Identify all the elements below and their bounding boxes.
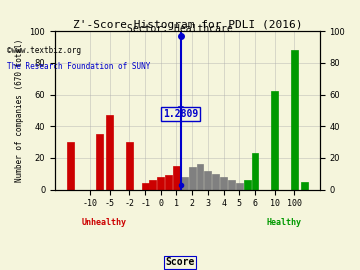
Y-axis label: Number of companies (670 total): Number of companies (670 total): [15, 39, 24, 182]
Text: ©www.textbiz.org: ©www.textbiz.org: [7, 46, 81, 55]
Text: Healthy: Healthy: [267, 218, 302, 227]
Bar: [126, 142, 133, 190]
Text: Unhealthy: Unhealthy: [81, 218, 126, 227]
Bar: [165, 176, 172, 190]
Bar: [189, 167, 195, 190]
Bar: [301, 182, 307, 190]
Bar: [197, 164, 203, 190]
Text: The Research Foundation of SUNY: The Research Foundation of SUNY: [7, 62, 150, 71]
Bar: [271, 92, 278, 190]
Bar: [173, 166, 180, 190]
Bar: [220, 177, 227, 190]
Text: 1.2809: 1.2809: [163, 109, 198, 119]
Bar: [228, 180, 235, 190]
Bar: [149, 180, 156, 190]
Bar: [204, 171, 211, 190]
Bar: [252, 153, 258, 190]
Bar: [212, 174, 219, 190]
Title: Z'-Score Histogram for PDLI (2016): Z'-Score Histogram for PDLI (2016): [72, 21, 302, 31]
Bar: [67, 142, 74, 190]
Bar: [244, 180, 251, 190]
Text: Sector: Healthcare: Sector: Healthcare: [127, 24, 233, 34]
Bar: [157, 177, 164, 190]
Bar: [236, 183, 243, 190]
Bar: [141, 183, 149, 190]
Bar: [106, 115, 113, 190]
Bar: [291, 50, 298, 190]
Text: Score: Score: [165, 257, 195, 267]
Bar: [181, 177, 188, 190]
Bar: [96, 134, 103, 190]
